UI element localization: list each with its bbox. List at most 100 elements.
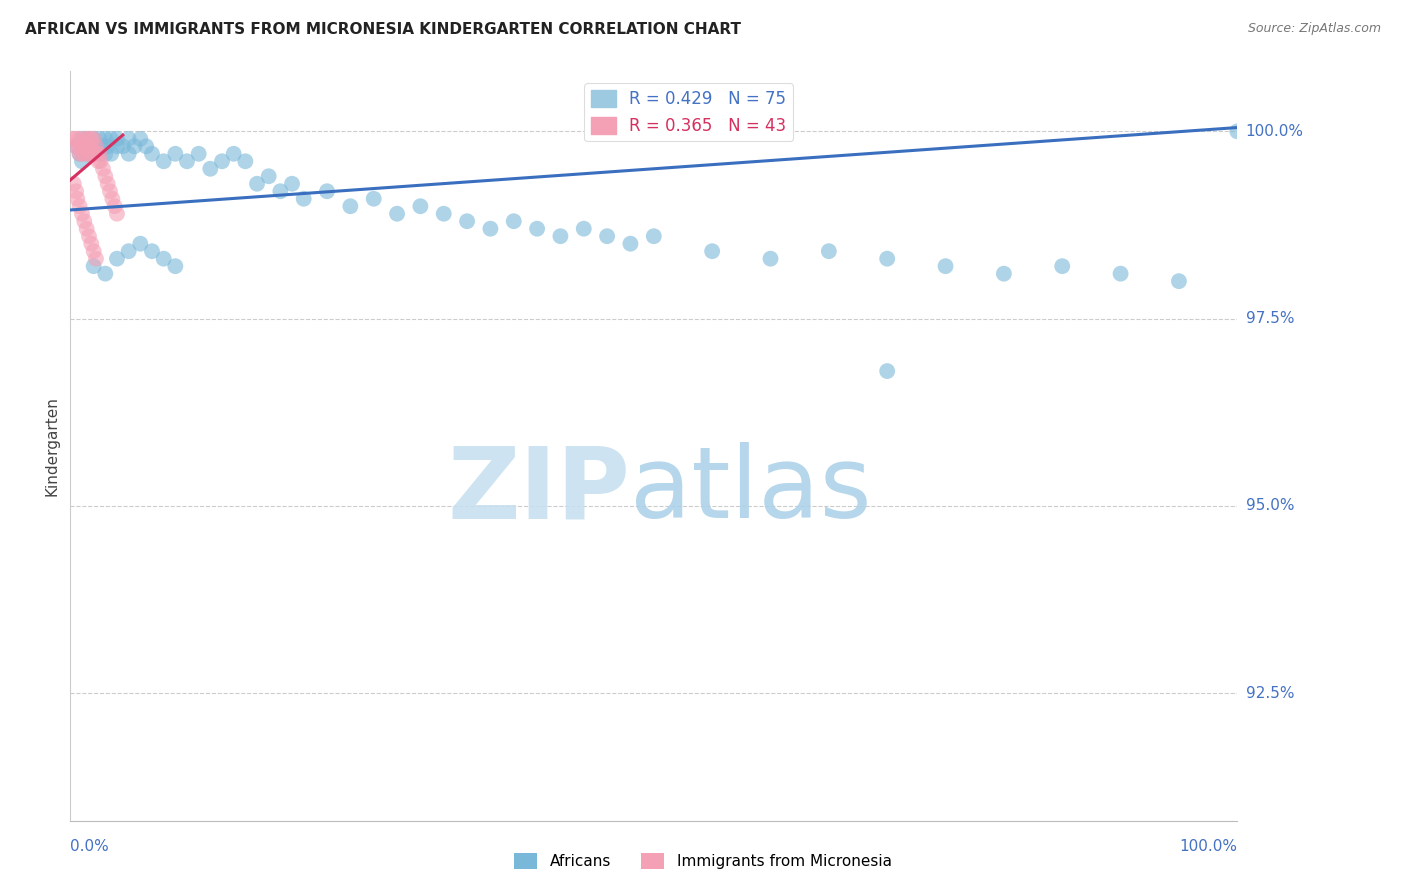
Point [80, 236, 103, 251]
Text: 92.5%: 92.5% [1246, 686, 1294, 701]
Point [76, 221, 98, 235]
Point [105, 252, 128, 266]
Point [200, 161, 222, 176]
Point [502, 214, 524, 228]
Text: 100.0%: 100.0% [1246, 124, 1303, 139]
Point [80, 139, 103, 153]
Point [105, 132, 128, 146]
Point [409, 199, 432, 213]
Point [1050, 259, 1074, 273]
Point [222, 146, 245, 161]
Point [94, 146, 117, 161]
Point [62, 177, 84, 191]
Point [759, 252, 782, 266]
Point [76, 132, 98, 146]
Y-axis label: Kindergarten: Kindergarten [44, 396, 59, 496]
Point [83, 146, 105, 161]
Point [1226, 124, 1249, 138]
Point [141, 244, 163, 259]
Legend: R = 0.429   N = 75, R = 0.365   N = 43: R = 0.429 N = 75, R = 0.365 N = 43 [585, 84, 793, 142]
Point [89, 132, 111, 146]
Point [141, 146, 163, 161]
Point [187, 146, 209, 161]
Point [94, 169, 117, 184]
Point [118, 146, 141, 161]
Point [83, 259, 105, 273]
Point [94, 267, 117, 281]
Point [87, 154, 110, 169]
Point [69, 146, 91, 161]
Point [456, 214, 478, 228]
Text: AFRICAN VS IMMIGRANTS FROM MICRONESIA KINDERGARTEN CORRELATION CHART: AFRICAN VS IMMIGRANTS FROM MICRONESIA KI… [25, 22, 741, 37]
Point [80, 139, 103, 153]
Point [76, 146, 98, 161]
Point [79, 146, 101, 161]
Point [84, 139, 107, 153]
Point [97, 177, 120, 191]
Point [876, 364, 898, 378]
Point [316, 184, 339, 198]
Point [73, 214, 96, 228]
Point [66, 192, 89, 206]
Point [596, 229, 619, 244]
Point [152, 252, 174, 266]
Text: atlas: atlas [630, 442, 872, 540]
Point [62, 132, 84, 146]
Point [100, 146, 122, 161]
Point [89, 146, 111, 161]
Point [83, 132, 105, 146]
Text: 97.5%: 97.5% [1246, 311, 1294, 326]
Point [385, 207, 408, 221]
Point [77, 139, 100, 153]
Point [233, 154, 256, 169]
Point [89, 146, 111, 161]
Point [292, 192, 315, 206]
Text: Source: ZipAtlas.com: Source: ZipAtlas.com [1247, 22, 1381, 36]
Point [70, 207, 93, 221]
Point [65, 139, 87, 153]
Point [84, 146, 107, 161]
Point [818, 244, 841, 259]
Point [135, 139, 157, 153]
Point [73, 146, 96, 161]
Text: 95.0%: 95.0% [1246, 499, 1294, 514]
Point [269, 184, 291, 198]
Point [75, 132, 97, 146]
Point [65, 184, 87, 198]
Legend: Africans, Immigrants from Micronesia: Africans, Immigrants from Micronesia [509, 847, 897, 875]
Point [702, 244, 724, 259]
Point [83, 244, 105, 259]
Point [76, 132, 98, 146]
Point [65, 139, 87, 153]
Point [118, 244, 141, 259]
Point [876, 252, 898, 266]
Point [69, 132, 91, 146]
Point [165, 146, 187, 161]
Point [69, 146, 91, 161]
Point [73, 139, 96, 153]
Point [70, 139, 93, 153]
Point [70, 154, 93, 169]
Point [433, 207, 456, 221]
Point [211, 154, 233, 169]
Point [76, 139, 98, 153]
Point [100, 132, 122, 146]
Point [98, 184, 121, 198]
Point [572, 221, 595, 235]
Point [152, 154, 174, 169]
Point [67, 139, 90, 153]
Point [104, 199, 127, 213]
Point [339, 199, 361, 213]
Point [526, 221, 548, 235]
Point [257, 169, 280, 184]
Point [176, 154, 198, 169]
Point [934, 259, 956, 273]
Point [94, 132, 117, 146]
Text: 0.0%: 0.0% [70, 839, 110, 855]
Point [83, 146, 105, 161]
Point [118, 132, 141, 146]
Point [1167, 274, 1189, 288]
Point [281, 177, 304, 191]
Point [91, 139, 114, 153]
Point [643, 229, 665, 244]
